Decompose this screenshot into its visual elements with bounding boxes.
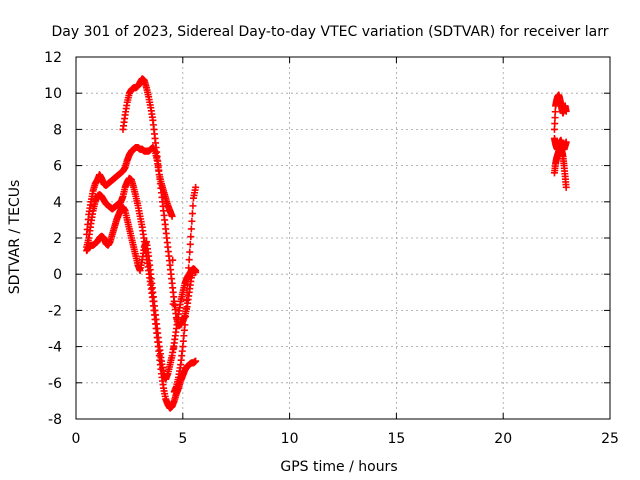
data-point (187, 225, 195, 233)
data-point (551, 108, 559, 116)
x-tick-label: 20 (494, 431, 512, 447)
data-point (551, 114, 559, 122)
chart-title: Day 301 of 2023, Sidereal Day-to-day VTE… (52, 24, 609, 40)
y-tick-label: 0 (53, 267, 62, 283)
y-tick-label: -4 (48, 340, 62, 356)
x-axis-label: GPS time / hours (280, 459, 397, 475)
data-point (185, 256, 193, 264)
y-tick-label: 2 (53, 231, 62, 247)
data-point (562, 183, 570, 191)
data-point (551, 120, 559, 128)
data-point (186, 248, 194, 256)
data-point (189, 202, 197, 210)
data-point (562, 107, 570, 115)
data-points (83, 75, 570, 412)
x-tick-label: 10 (281, 431, 299, 447)
data-point (188, 217, 196, 225)
data-point (188, 210, 196, 218)
data-point (192, 268, 200, 276)
y-tick-label: -8 (48, 412, 62, 428)
x-tick-label: 0 (72, 431, 81, 447)
data-point (192, 183, 200, 191)
data-point (168, 212, 176, 220)
y-tick-label: -6 (48, 376, 62, 392)
y-tick-label: 12 (44, 50, 62, 66)
x-tick-label: 25 (601, 431, 619, 447)
y-tick-label: 4 (53, 195, 62, 211)
data-point (562, 138, 570, 146)
y-tick-label: 10 (44, 86, 62, 102)
data-point (186, 240, 194, 248)
x-tick-label: 5 (178, 431, 187, 447)
y-tick-label: 8 (53, 122, 62, 138)
grid-lines (76, 57, 610, 419)
y-axis-label: SDTVAR / TECUs (7, 180, 23, 295)
y-tick-label: -2 (48, 303, 62, 319)
axis-ticks: 0 5 10 15 20 25 -8 -6 -4 -2 0 2 4 6 8 10 12 (44, 50, 619, 447)
y-tick-label: 6 (53, 159, 62, 175)
data-point (550, 125, 558, 133)
data-point (187, 233, 195, 241)
x-tick-label: 15 (387, 431, 405, 447)
data-point (192, 357, 200, 365)
